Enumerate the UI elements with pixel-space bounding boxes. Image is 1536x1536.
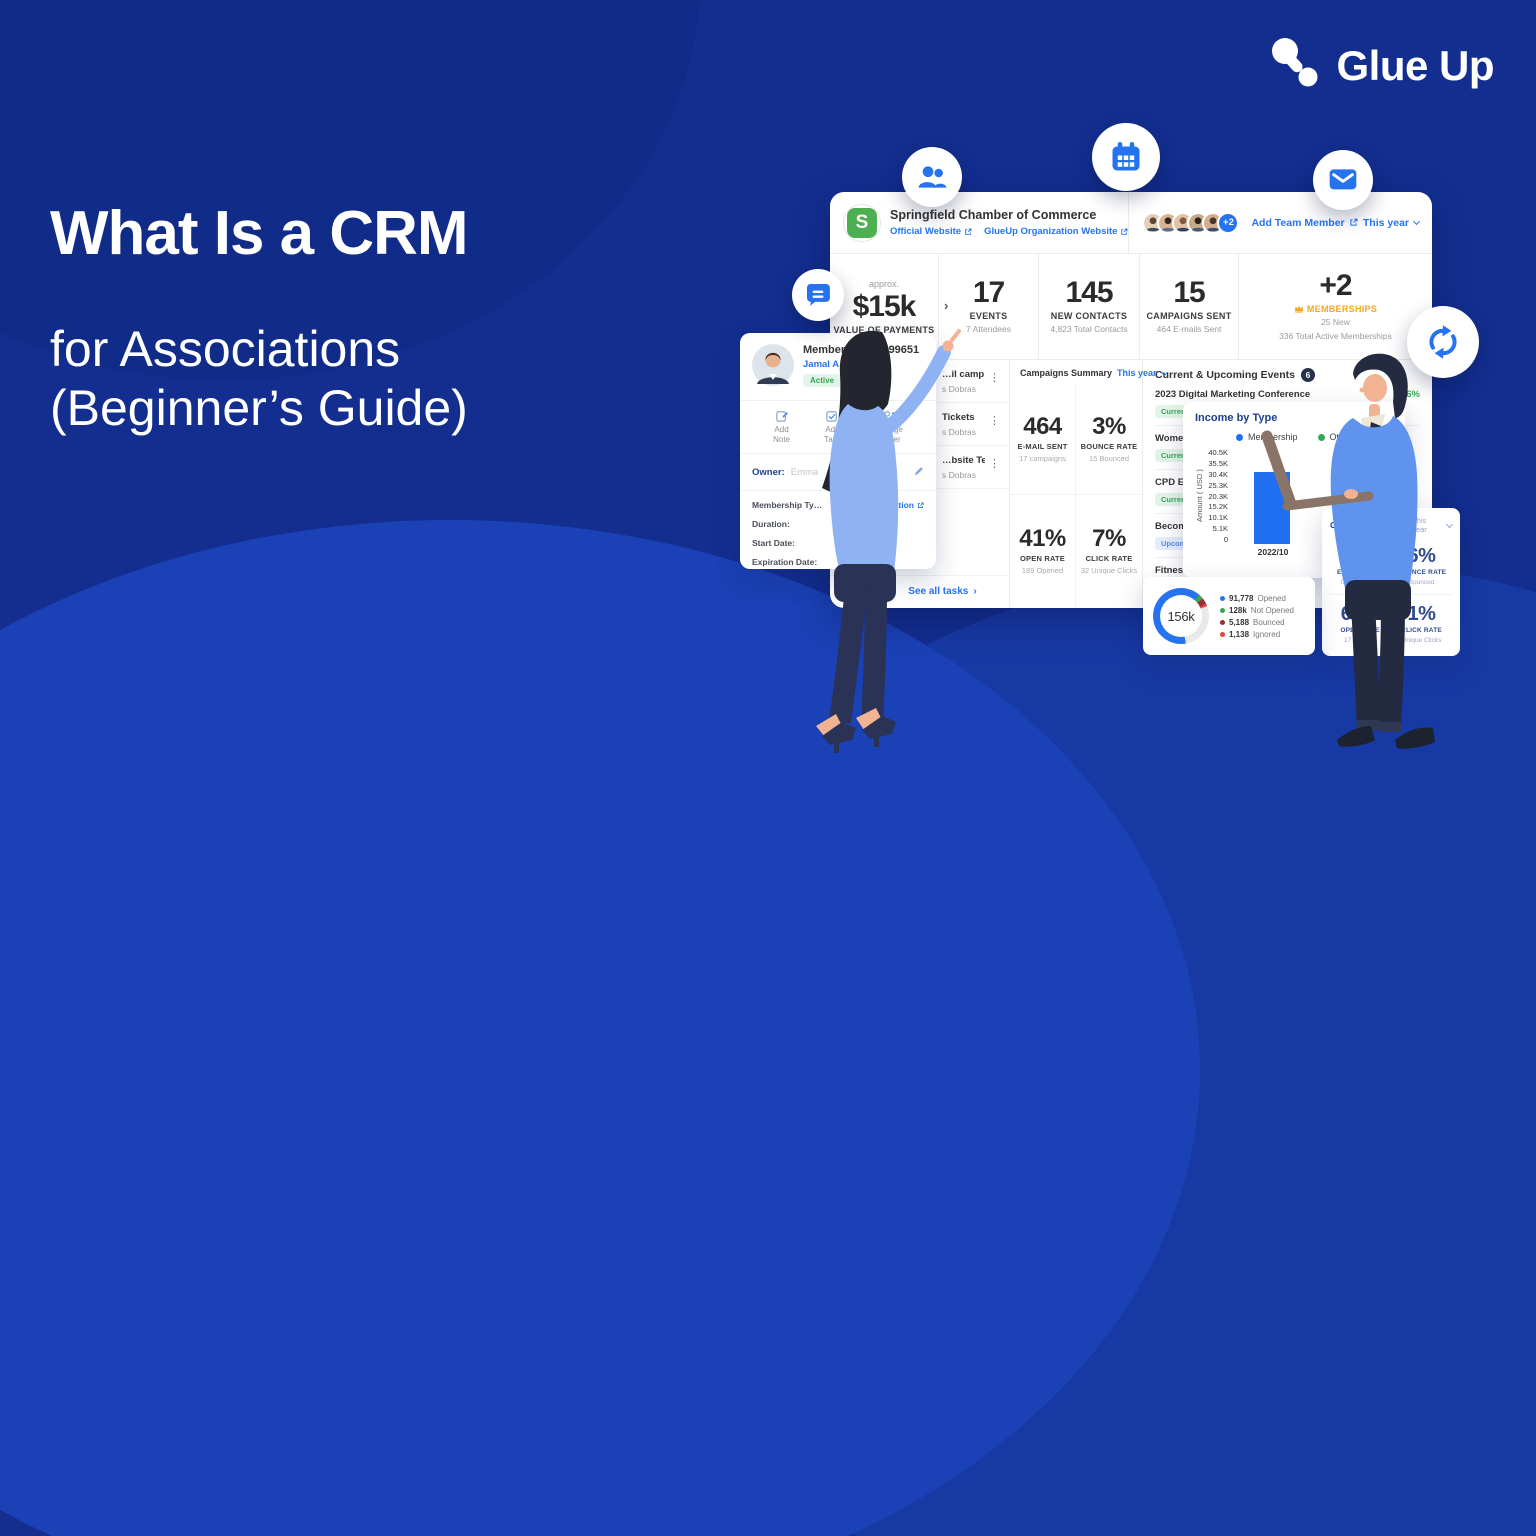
member-status-badge: Active bbox=[803, 374, 842, 387]
add-task-button[interactable]: Add Task bbox=[824, 410, 841, 444]
dashboard-header: S Springfield Chamber of Commerce Offici… bbox=[830, 192, 1432, 254]
stat-memberships: +2 MEMBERSHIPS 25 New 336 Total Active M… bbox=[1279, 268, 1392, 341]
org-logo: S bbox=[847, 207, 877, 238]
calendar-bubble bbox=[1092, 123, 1160, 191]
note-icon bbox=[775, 411, 788, 422]
external-link-icon bbox=[1121, 227, 1128, 235]
page-subtitle-line2: (Beginner’s Guide) bbox=[50, 380, 468, 436]
donut-total: 156k bbox=[1167, 608, 1195, 624]
calendar-icon bbox=[1112, 142, 1140, 171]
campaigns-period-select[interactable]: This year bbox=[1117, 368, 1168, 378]
events-count-badge: 6 bbox=[1301, 368, 1316, 382]
legend-dot-other bbox=[1317, 433, 1325, 441]
page-subtitle-line1: for Associations bbox=[50, 321, 401, 377]
email-bubble bbox=[1313, 150, 1373, 210]
official-website-link[interactable]: Official Website bbox=[890, 226, 972, 237]
arrow-right-icon: › bbox=[973, 586, 977, 597]
legend-dot-bounced bbox=[1220, 619, 1225, 625]
page-subtitle: for Associations (Beginner’s Guide) bbox=[50, 320, 468, 438]
brand-name: Glue Up bbox=[1336, 41, 1494, 89]
org-logo-ring: S bbox=[843, 203, 881, 242]
member-name-link[interactable]: Jamal A… bbox=[803, 359, 849, 370]
metric-click-rate: 1% CLICK RATE Unique Clicks bbox=[1401, 602, 1442, 644]
task-icon bbox=[826, 411, 838, 422]
campaign-summary-period-select[interactable]: This year bbox=[1412, 516, 1454, 534]
expiration-date-label: Expiration Date: bbox=[752, 557, 818, 568]
metric-click-rate: 7% CLICK RATE 32 Unique Clicks bbox=[1080, 525, 1138, 576]
members-bubble bbox=[902, 147, 962, 207]
sync-icon bbox=[1429, 325, 1457, 359]
avatars-more-badge[interactable]: +2 bbox=[1217, 211, 1240, 234]
y-axis-ticks: 40.5K 35.5K 30.4K 25.3K 20.3K 15.2K 10.1K 5.… bbox=[1208, 448, 1228, 544]
org-name: Springfield Chamber of Commerce bbox=[890, 208, 1097, 222]
donut-legend: 91,778 Opened 128k Not Opened 5,188 Bounced… bbox=[1220, 594, 1294, 639]
stats-row: approx. $15k VALUE OF PAYMENTS › 17 EVEN… bbox=[830, 254, 1432, 360]
membership-type-label: Membership Ty… bbox=[752, 500, 823, 511]
external-link-icon bbox=[1349, 218, 1358, 226]
add-team-member-button[interactable]: Add Team Member bbox=[1251, 217, 1358, 229]
email-icon bbox=[1329, 169, 1357, 190]
email-engagement-card: 156k 91,778 Opened 128k Not Opened 5,188 Bo… bbox=[1143, 577, 1315, 655]
stat-events: › 17 EVENTS 7 Attendees bbox=[939, 254, 1039, 359]
crown-icon bbox=[1294, 306, 1304, 314]
metric-bounce-rate: 3% BOUNCE RATE 15 Bounced bbox=[1076, 383, 1142, 495]
period-select[interactable]: This year bbox=[1363, 217, 1421, 229]
y-axis-label: Amount ( USD ) bbox=[1195, 469, 1204, 523]
stat-value-of-payments: approx. $15k VALUE OF PAYMENTS bbox=[830, 254, 939, 359]
sync-bubble bbox=[1407, 306, 1479, 378]
legend-dot-ignored bbox=[1220, 631, 1225, 637]
chat-bubble bbox=[792, 269, 844, 321]
kebab-menu-icon[interactable]: ⋮ bbox=[989, 372, 1000, 384]
kebab-menu-icon[interactable]: ⋮ bbox=[989, 458, 1000, 470]
woman-illustration bbox=[816, 329, 961, 753]
owner-label: Owner: bbox=[752, 466, 785, 478]
duration-label: Duration: bbox=[752, 519, 790, 530]
member-avatar bbox=[752, 344, 794, 391]
legend-dot-membership bbox=[1235, 433, 1243, 441]
man-illustration bbox=[1261, 353, 1435, 749]
external-link-icon bbox=[965, 227, 972, 235]
glueup-mark-icon bbox=[1270, 36, 1324, 95]
add-note-button[interactable]: Add Note bbox=[773, 410, 790, 444]
external-link-icon bbox=[918, 502, 924, 508]
org-website-link[interactable]: GlueUp Organization Website bbox=[984, 226, 1128, 237]
stat-new-contacts: 145 NEW CONTACTS 4,823 Total Contacts bbox=[1039, 254, 1140, 359]
metric-email-sent: 464 E-MAIL SENT 17 campaigns bbox=[1010, 383, 1076, 495]
chevron-down-icon bbox=[1412, 217, 1421, 226]
owner-value: Emma bbox=[790, 466, 819, 478]
see-all-tasks-link[interactable]: See all tasks › bbox=[830, 575, 1009, 607]
edit-owner-pencil-icon[interactable] bbox=[914, 463, 924, 481]
kebab-menu-icon[interactable]: ⋮ bbox=[989, 415, 1000, 427]
campaigns-summary-panel: Campaigns Summary This year 464 E-MAIL S… bbox=[1010, 360, 1168, 607]
team-avatars[interactable]: +2 bbox=[1142, 211, 1240, 234]
members-icon bbox=[918, 166, 947, 188]
org-section: S Springfield Chamber of Commerce Offici… bbox=[830, 192, 1130, 253]
stat-campaigns-sent: 15 CAMPAIGNS SENT 464 E-mails Sent bbox=[1140, 254, 1239, 359]
metric-bounce-rate: 6% BOUNCE RATE Bounced bbox=[1391, 538, 1452, 595]
legend-dot-opened bbox=[1220, 595, 1225, 601]
donut-chart: 156k bbox=[1153, 588, 1209, 644]
carousel-next-icon[interactable]: › bbox=[944, 297, 949, 313]
start-date-label: Start Date: bbox=[752, 538, 795, 549]
income-chart-title: Income by Type bbox=[1195, 412, 1278, 424]
brand-logo: Glue Up bbox=[1270, 36, 1494, 95]
campaigns-summary-title: Campaigns Summary bbox=[1020, 368, 1113, 378]
metric-open-rate: 41% OPEN RATE 189 Opened bbox=[1010, 495, 1076, 607]
legend-dot-not-opened bbox=[1220, 607, 1225, 613]
page-title: What Is a CRM bbox=[50, 199, 469, 268]
events-title: Current & Upcoming Events bbox=[1155, 369, 1296, 381]
chat-icon bbox=[806, 283, 830, 306]
